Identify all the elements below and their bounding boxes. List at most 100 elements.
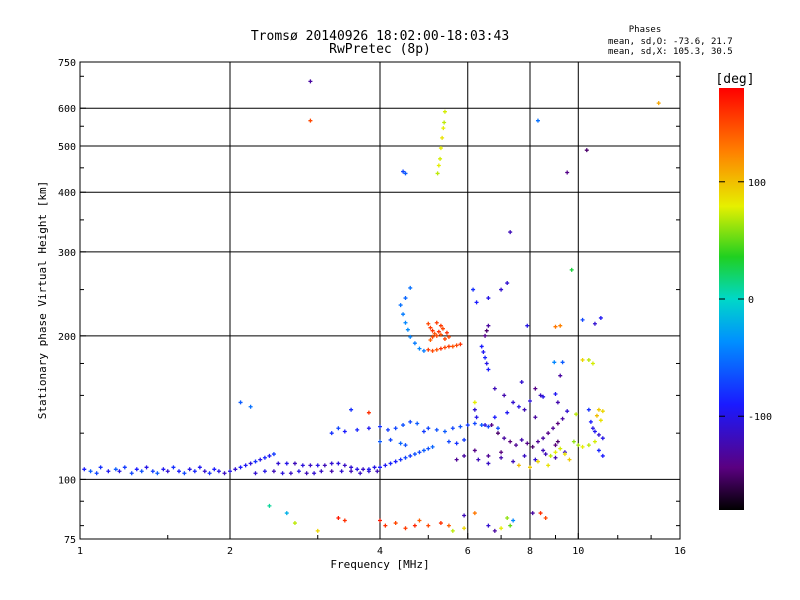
y-tick-label: 200 bbox=[58, 332, 76, 343]
data-point bbox=[486, 523, 491, 528]
data-point bbox=[253, 459, 258, 464]
data-point bbox=[438, 332, 443, 337]
x-tick-label: 6 bbox=[465, 546, 471, 557]
data-point bbox=[139, 469, 144, 474]
data-point bbox=[530, 511, 535, 516]
data-point bbox=[565, 170, 570, 175]
data-point bbox=[472, 400, 477, 405]
data-point bbox=[349, 407, 354, 412]
data-point bbox=[366, 467, 371, 472]
data-point bbox=[558, 323, 563, 328]
data-point bbox=[586, 443, 591, 448]
data-point bbox=[514, 443, 519, 448]
data-point bbox=[300, 463, 305, 468]
data-point bbox=[233, 467, 238, 472]
data-point bbox=[525, 441, 530, 446]
data-point bbox=[385, 427, 390, 432]
data-point bbox=[492, 386, 497, 391]
data-point bbox=[366, 426, 371, 431]
data-point bbox=[558, 373, 563, 378]
data-point bbox=[106, 469, 111, 474]
data-point bbox=[304, 471, 309, 476]
data-point bbox=[308, 118, 313, 123]
data-point bbox=[366, 410, 371, 415]
data-point bbox=[502, 393, 507, 398]
data-point bbox=[511, 518, 516, 523]
data-point bbox=[134, 467, 139, 472]
data-point bbox=[238, 465, 243, 470]
data-point bbox=[486, 461, 491, 466]
data-point bbox=[551, 426, 556, 431]
data-point bbox=[276, 461, 281, 466]
data-point bbox=[586, 407, 591, 412]
data-point bbox=[426, 523, 431, 528]
data-point bbox=[336, 426, 341, 431]
data-point bbox=[88, 469, 93, 474]
data-point bbox=[171, 465, 176, 470]
x-tick-label: 2 bbox=[227, 546, 233, 557]
data-point bbox=[499, 526, 504, 531]
data-point bbox=[165, 469, 170, 474]
data-point bbox=[440, 135, 445, 140]
data-point bbox=[436, 163, 441, 168]
data-point bbox=[426, 446, 431, 451]
data-point bbox=[444, 330, 449, 335]
data-point bbox=[434, 333, 439, 338]
data-point bbox=[584, 148, 589, 153]
data-point bbox=[522, 453, 527, 458]
data-point bbox=[408, 419, 413, 424]
data-point bbox=[82, 467, 87, 472]
data-point bbox=[446, 334, 451, 339]
info-line2: mean, sd,X: 105.3, 30.5 bbox=[608, 47, 733, 57]
data-point bbox=[421, 348, 426, 353]
data-point bbox=[462, 453, 467, 458]
data-point bbox=[462, 526, 467, 531]
data-point bbox=[315, 463, 320, 468]
data-point bbox=[426, 426, 431, 431]
data-point bbox=[436, 329, 441, 334]
data-point bbox=[442, 345, 447, 350]
data-point bbox=[522, 407, 527, 412]
data-point bbox=[430, 328, 435, 333]
data-point bbox=[192, 469, 197, 474]
data-point bbox=[312, 471, 317, 476]
data-point bbox=[361, 467, 366, 472]
data-point bbox=[408, 334, 413, 339]
data-point bbox=[580, 357, 585, 362]
data-point bbox=[271, 469, 276, 474]
data-point bbox=[598, 315, 603, 320]
data-point bbox=[161, 467, 166, 472]
data-point bbox=[592, 439, 597, 444]
data-point bbox=[516, 463, 521, 468]
data-point bbox=[590, 361, 595, 366]
x-tick-label: 16 bbox=[674, 546, 686, 557]
data-point bbox=[398, 303, 403, 308]
data-point bbox=[322, 463, 327, 468]
data-point bbox=[438, 156, 443, 161]
data-point bbox=[113, 467, 118, 472]
data-point bbox=[212, 467, 217, 472]
data-point bbox=[248, 461, 253, 466]
data-point bbox=[434, 347, 439, 352]
data-point bbox=[403, 526, 408, 531]
data-point bbox=[336, 516, 341, 521]
data-point bbox=[398, 441, 403, 446]
data-point bbox=[421, 429, 426, 434]
data-point bbox=[349, 465, 354, 470]
data-point bbox=[398, 457, 403, 462]
x-tick-label: 10 bbox=[572, 546, 584, 557]
data-point bbox=[553, 455, 558, 460]
data-point bbox=[438, 323, 443, 328]
data-point bbox=[508, 439, 513, 444]
data-point bbox=[530, 444, 535, 449]
data-point bbox=[555, 400, 560, 405]
data-point bbox=[600, 453, 605, 458]
data-point bbox=[535, 118, 540, 123]
data-point bbox=[308, 463, 313, 468]
data-point bbox=[580, 317, 585, 322]
data-point bbox=[580, 444, 585, 449]
data-point bbox=[383, 463, 388, 468]
data-point bbox=[458, 424, 463, 429]
data-point bbox=[533, 415, 538, 420]
data-point bbox=[262, 455, 267, 460]
